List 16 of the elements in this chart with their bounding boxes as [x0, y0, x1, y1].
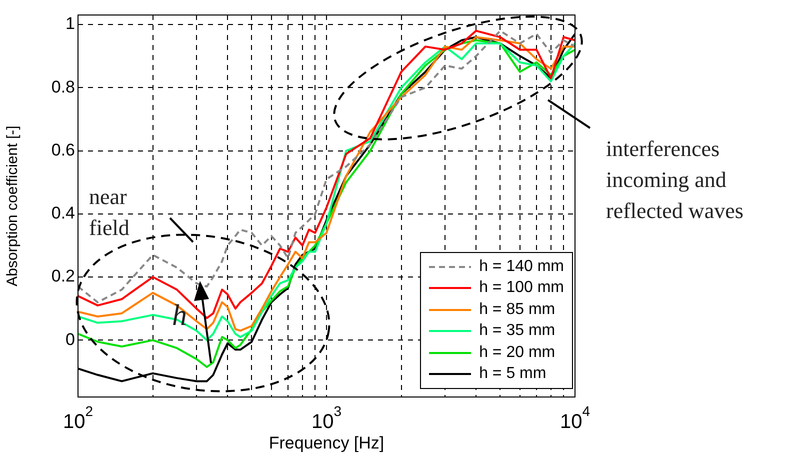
y-tick-label: 0.2: [51, 266, 75, 286]
annotation: near field: [89, 183, 130, 242]
legend-label: h = 140 mm: [479, 258, 564, 276]
legend-label: h = 100 mm: [479, 279, 564, 298]
legend-label: h = 5 mm: [479, 365, 546, 384]
x-axis-title: Frequency [Hz]: [268, 433, 384, 452]
y-tick-label: 0.6: [51, 140, 75, 160]
text: interferences incoming and reflected waves: [606, 135, 744, 225]
y-tick-label: 0: [66, 330, 75, 349]
y-tick-label: 0.4: [51, 204, 75, 223]
legend-label: h = 85 mm: [479, 300, 556, 319]
legend-label: h = 35 mm: [479, 322, 556, 340]
y-tick-label: 1: [66, 14, 75, 34]
y-tick-label: 0.8: [51, 77, 75, 96]
legend-label: h = 20 mm: [479, 344, 556, 362]
y-axis-title: Absorption coefficient [-]: [4, 126, 22, 286]
